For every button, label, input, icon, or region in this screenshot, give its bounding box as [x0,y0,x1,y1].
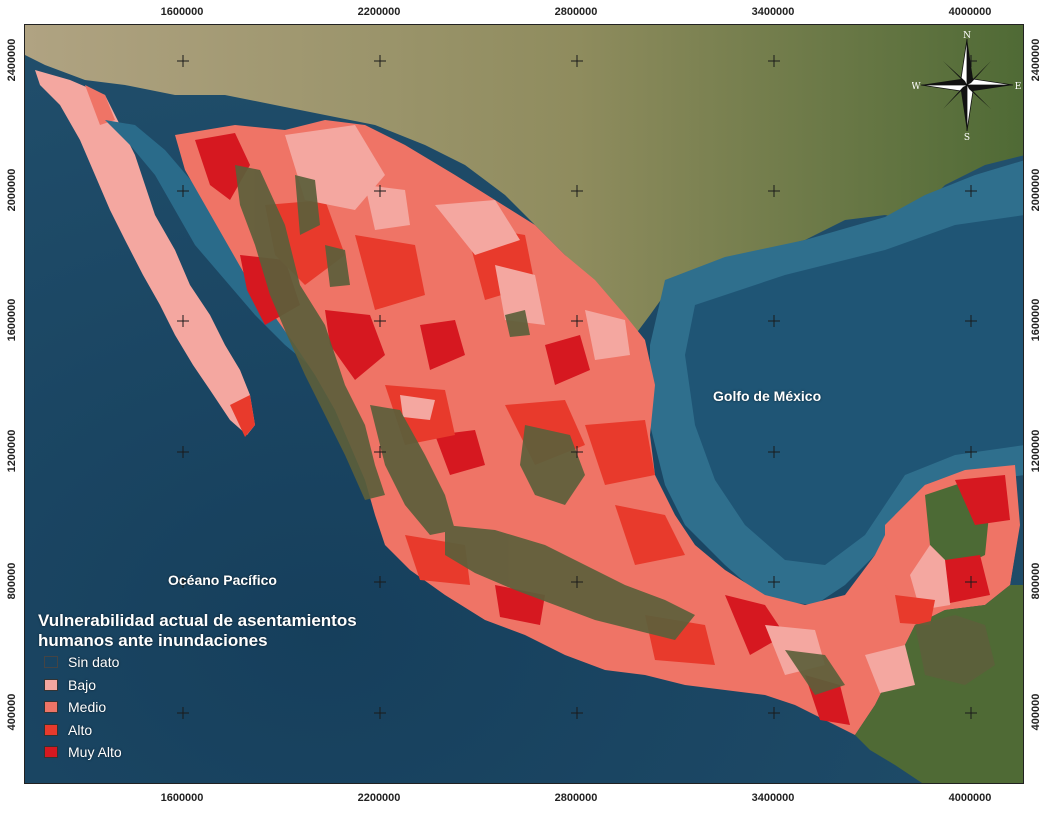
x-tick-label-top: 2200000 [357,6,401,18]
graticule-cross [177,446,189,458]
sierra-terrain [235,165,995,695]
graticule-cross [374,315,386,327]
legend: Vulnerabilidad actual de asentamientos h… [38,611,418,764]
graticule-cross [177,576,189,588]
x-tick-label-bottom: 2200000 [357,792,401,804]
graticule-cross [374,55,386,67]
graticule-cross [571,55,583,67]
y-tick-label-left: 2400000 [6,38,18,82]
graticule-cross [768,446,780,458]
y-tick-label-right: 1200000 [1030,429,1042,473]
legend-swatch [44,678,58,691]
map-canvas [25,25,1023,783]
us-landmass [25,25,1023,335]
baja-cabo [230,395,255,437]
graticule-cross [374,185,386,197]
yucatan-low [910,545,955,610]
graticule-cross [374,707,386,719]
legend-swatch [44,746,58,759]
graticule-cross [571,576,583,588]
compass-rose-icon: N S E W [912,31,1022,140]
gulf-of-mexico-label: Golfo de México [713,388,822,404]
legend-label: Muy Alto [68,744,122,761]
y-tick-label-left: 800000 [6,562,18,600]
y-tick-label-left: 400000 [6,693,18,731]
x-tick-label-bottom: 4000000 [948,792,992,804]
graticule-cross [374,446,386,458]
graticule-cross [965,707,977,719]
legend-label: Medio [68,699,107,716]
legend-item-medio: Medio [38,696,418,719]
x-tick-label-top: 4000000 [948,6,992,18]
graticule-cross [768,55,780,67]
y-tick-label-left: 1600000 [6,298,18,342]
pacific-ocean-label: Océano Pacífico [168,572,277,588]
y-tick-label-left: 2000000 [6,168,18,212]
legend-item-sin-dato: Sin dato [38,651,418,674]
baja-peninsula [35,70,255,435]
legend-swatch [44,656,58,669]
y-tick-label-right: 2400000 [1030,38,1042,82]
x-tick-label-bottom: 1600000 [160,792,204,804]
x-tick-label-bottom: 3400000 [751,792,795,804]
compass-n: N [963,31,971,41]
legend-title: Vulnerabilidad actual de asentamientos h… [38,611,357,650]
baja-high [85,85,115,125]
graticule [177,55,977,719]
bajo-areas [285,125,915,693]
graticule-cross [374,576,386,588]
legend-item-bajo: Bajo [38,674,418,697]
graticule-cross [177,185,189,197]
graticule-cross [768,185,780,197]
graticule-cross [768,576,780,588]
graticule-cross [177,55,189,67]
gulf-deep [685,215,1023,565]
y-tick-label-right: 1600000 [1030,298,1042,342]
graticule-cross [768,315,780,327]
graticule-cross [177,315,189,327]
x-tick-label-top: 3400000 [751,6,795,18]
legend-label: Bajo [68,676,97,693]
graticule-cross [965,576,977,588]
map-frame: Golfo de México Océano Pacífico [24,24,1024,784]
graticule-cross [177,707,189,719]
legend-swatch [44,723,58,736]
x-tick-label-top: 2800000 [554,6,598,18]
x-tick-label-bottom: 2800000 [554,792,598,804]
y-tick-label-left: 1200000 [6,429,18,473]
graticule-cross [965,185,977,197]
legend-label: Sin dato [68,654,120,671]
graticule-cross [571,315,583,327]
legend-swatch [44,701,58,714]
legend-item-muy-alto: Muy Alto [38,741,418,764]
graticule-cross [965,446,977,458]
legend-label: Alto [68,721,93,738]
graticule-cross [965,315,977,327]
y-tick-label-right: 400000 [1030,693,1042,731]
y-tick-label-right: 2000000 [1030,168,1042,212]
graticule-cross [571,446,583,458]
graticule-cross [571,185,583,197]
compass-s: S [964,133,970,140]
legend-item-alto: Alto [38,719,418,742]
x-tick-label-top: 1600000 [160,6,204,18]
compass-e: E [1015,82,1022,92]
graticule-cross [768,707,780,719]
y-tick-label-right: 800000 [1030,562,1042,600]
graticule-cross [571,707,583,719]
compass-w: W [912,82,921,92]
